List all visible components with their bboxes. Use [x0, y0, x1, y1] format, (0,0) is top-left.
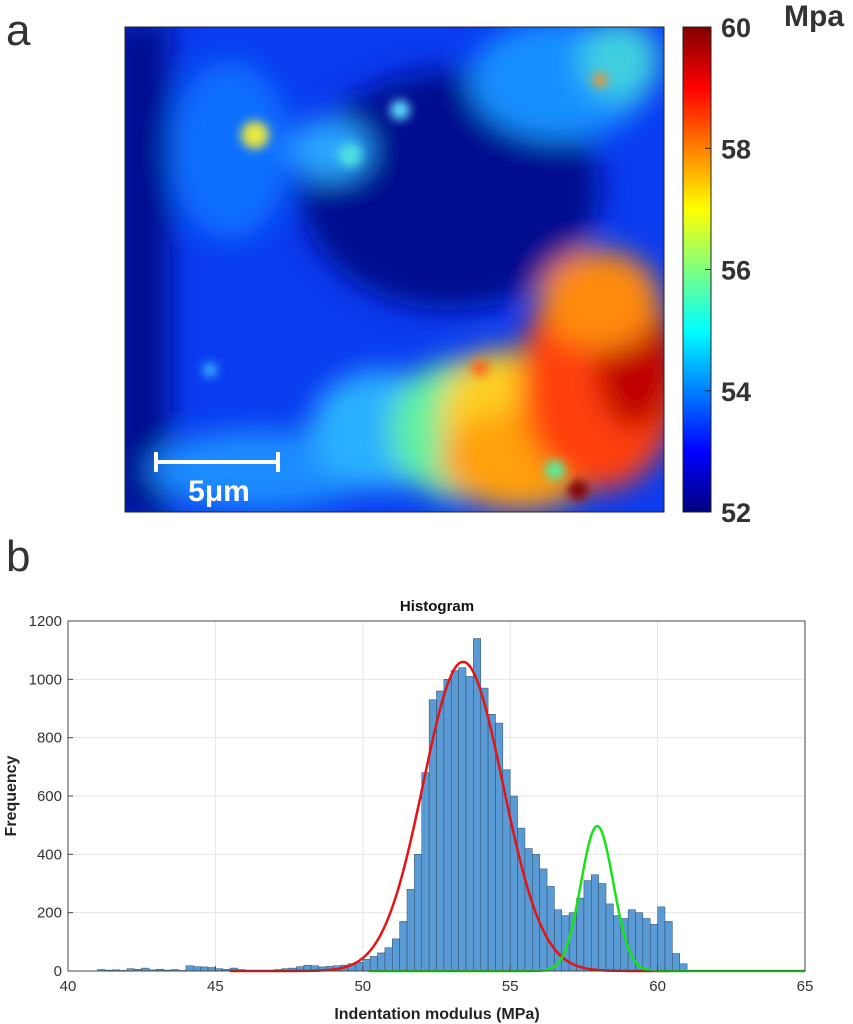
histogram-bar — [657, 906, 666, 972]
histogram-bar — [583, 880, 592, 972]
chart-title: Histogram — [400, 598, 474, 615]
heatmap-image — [125, 27, 664, 512]
x-axis-label: Indentation modulus (MPa) — [334, 1006, 539, 1023]
y-axis-ticks: 0 200 400 600 800 1000 1200 — [29, 613, 73, 980]
histogram-bar — [480, 687, 489, 972]
histogram-bar — [598, 883, 607, 972]
panel-label-a: a — [6, 6, 31, 55]
colorbar-tick-label: 52 — [721, 498, 751, 525]
histogram-bar — [200, 966, 209, 972]
histogram-bar — [450, 670, 459, 972]
y-tick-label: 1000 — [29, 671, 62, 688]
x-tick-label: 50 — [354, 978, 371, 995]
histogram-bar — [487, 714, 496, 972]
histogram-bar — [576, 897, 585, 972]
y-tick-label: 1200 — [29, 613, 62, 630]
x-tick-label: 40 — [60, 978, 77, 995]
panel-label-b: b — [6, 532, 31, 581]
histogram-bar — [362, 959, 371, 972]
histogram-bar — [436, 690, 445, 972]
y-tick-label: 0 — [54, 963, 62, 980]
histogram-bar — [649, 924, 658, 972]
y-axis-label: Frequency — [3, 755, 20, 836]
x-tick-label: 55 — [502, 978, 519, 995]
histogram-bar — [392, 938, 400, 972]
x-tick-label: 60 — [649, 978, 666, 995]
colorbar-tick-label: 60 — [721, 13, 751, 43]
scale-bar-label: 5μm — [188, 475, 250, 508]
histogram-bar — [399, 921, 408, 972]
histogram-bar — [421, 772, 430, 972]
histogram-bar — [465, 676, 474, 972]
modulus-map-figure: 5μm 52 54 56 58 60 Mpa — [124, 0, 844, 525]
histogram-bar — [384, 947, 393, 972]
scale-bar: 5μm — [154, 452, 280, 508]
y-tick-label: 800 — [37, 730, 62, 747]
histogram-bar — [369, 956, 378, 972]
y-tick-label: 200 — [37, 905, 62, 922]
x-axis-ticks: 40 45 50 55 60 65 — [60, 966, 814, 995]
histogram-bar — [591, 874, 599, 972]
histogram-bar — [605, 903, 614, 972]
histogram-bar — [193, 966, 201, 972]
histogram-bar — [414, 854, 423, 972]
histogram-bar — [672, 953, 680, 972]
colorbar-tick-label: 58 — [721, 134, 751, 164]
histogram-bar — [406, 889, 415, 972]
y-tick-label: 600 — [37, 788, 62, 805]
histogram-bar — [377, 952, 386, 972]
x-tick-label: 45 — [207, 978, 224, 995]
histogram-bar — [642, 918, 651, 972]
heatmap-frame — [124, 26, 665, 513]
histogram-bar — [443, 679, 452, 972]
colorbar-tick-label: 56 — [721, 256, 751, 286]
histogram-bar — [524, 848, 533, 972]
histogram-bar — [539, 868, 548, 972]
histogram-bars — [97, 638, 688, 972]
histogram-bar — [185, 965, 194, 972]
colorbar-unit: Mpa — [784, 0, 844, 33]
histogram-bar — [613, 915, 622, 972]
x-tick-label: 65 — [797, 978, 814, 995]
colorbar-tick-label: 54 — [721, 377, 751, 407]
histogram-bar — [664, 921, 673, 972]
histogram-bar — [207, 967, 216, 972]
histogram-bar — [458, 667, 467, 972]
colorbar-ticks: 52 54 56 58 60 — [705, 13, 751, 525]
y-tick-label: 400 — [37, 846, 62, 863]
histogram-figure: Histogram 40 45 50 55 60 65 0 200 400 600 800 1000… — [3, 598, 814, 1023]
histogram-bar — [546, 886, 555, 972]
